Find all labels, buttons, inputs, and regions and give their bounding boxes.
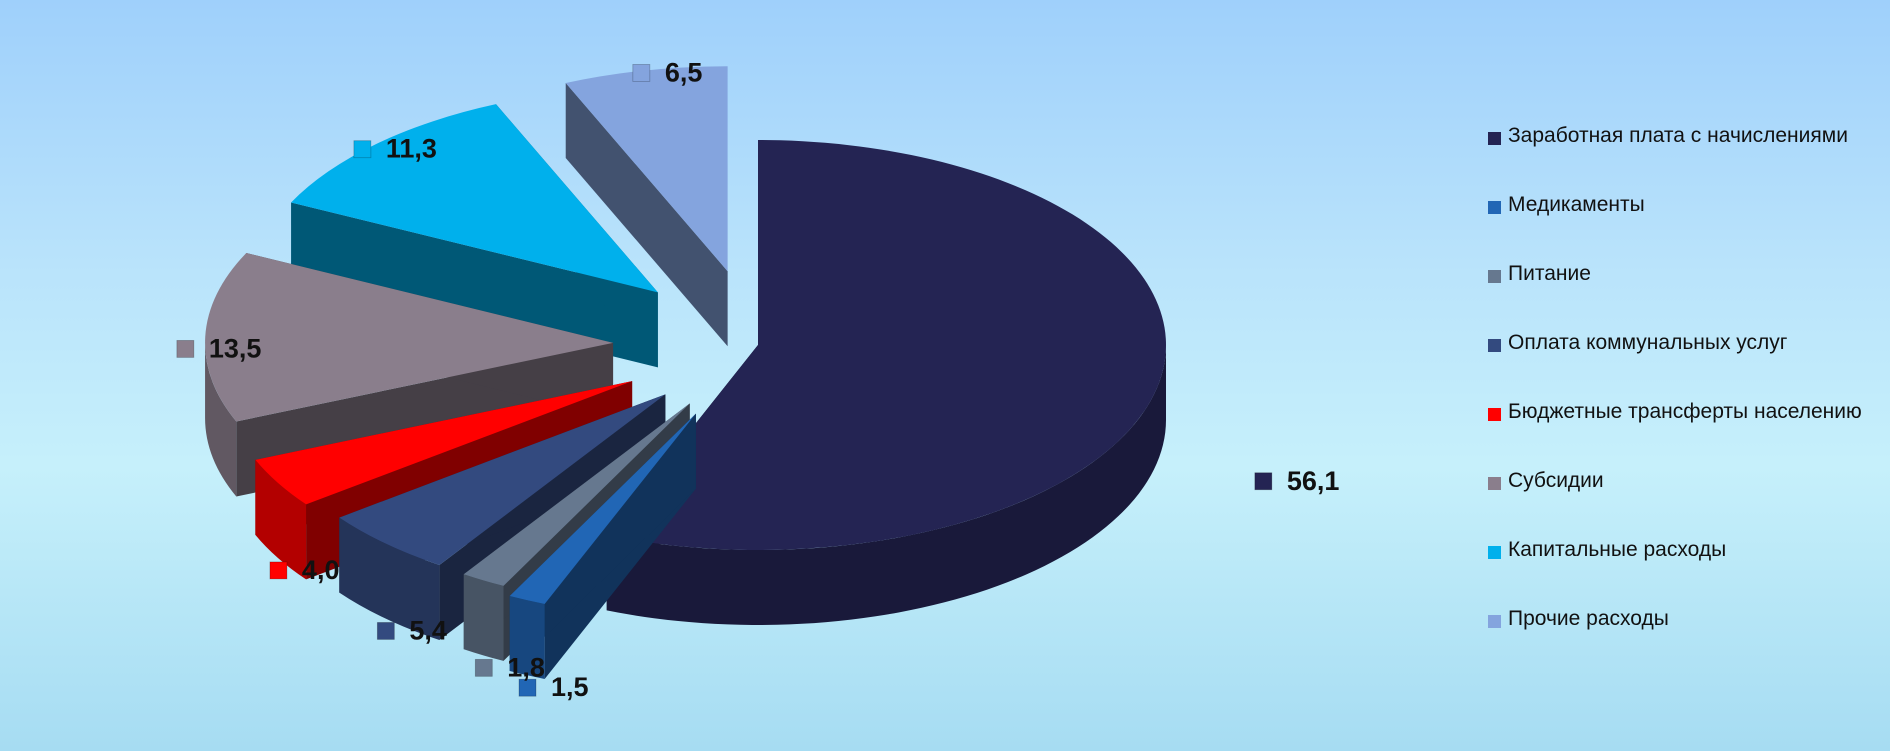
data-label-value: 1,8 xyxy=(507,652,545,682)
pie-slice xyxy=(509,413,696,680)
pie-slice xyxy=(291,104,658,368)
data-label: 6,5 xyxy=(632,57,703,87)
slice-side-wall xyxy=(255,381,633,535)
data-label-value: 4,0 xyxy=(302,555,340,585)
slice-outer-wall xyxy=(606,345,1166,625)
data-label: 5,4 xyxy=(376,615,447,645)
data-label-value: 13,5 xyxy=(209,333,262,363)
legend-label: Субсидии xyxy=(1508,469,1604,492)
legend-swatch xyxy=(1488,270,1501,283)
data-label-marker xyxy=(518,678,537,697)
slice-top xyxy=(255,381,633,505)
pie-slices-layer xyxy=(205,66,1167,680)
slice-side-wall xyxy=(565,83,728,347)
legend-swatch xyxy=(1488,546,1501,559)
legend-swatch xyxy=(1488,132,1501,145)
data-labels-layer: 56,1 1,51,8 5,4 4,0 13,5 11,3 6,5 xyxy=(176,57,1340,702)
data-label-value: 56,1 xyxy=(1287,466,1340,496)
legend-swatch xyxy=(1488,339,1501,352)
legend-item: Заработная плата с начислениями xyxy=(1488,124,1888,193)
data-label-marker xyxy=(269,561,288,580)
slice-top xyxy=(205,253,614,422)
slice-top xyxy=(509,413,696,605)
legend-swatch xyxy=(1488,615,1501,628)
data-label: 1,8 xyxy=(474,652,545,682)
data-label-marker xyxy=(474,658,493,677)
legend-swatch xyxy=(1488,477,1501,490)
slice-outer-wall xyxy=(463,574,504,661)
legend-label: Оплата коммунальных услуг xyxy=(1508,331,1788,354)
legend-label: Капитальные расходы xyxy=(1508,538,1727,561)
data-label-marker xyxy=(632,64,651,82)
legend-label: Медикаменты xyxy=(1508,193,1645,216)
data-label-value: 11,3 xyxy=(386,134,437,164)
slice-top xyxy=(606,140,1167,550)
data-label: 13,5 xyxy=(176,333,262,363)
legend-label: Заработная плата с начислениями xyxy=(1508,124,1848,147)
data-label-marker xyxy=(176,340,195,358)
legend: Заработная плата с начислениями Медикаме… xyxy=(1488,124,1888,676)
data-label-marker xyxy=(376,622,395,640)
legend-item: Бюджетные трансферты населению xyxy=(1488,400,1888,469)
legend-label: Бюджетные трансферты населению xyxy=(1508,400,1862,423)
pie-slice xyxy=(565,66,728,347)
slice-side-wall xyxy=(509,413,696,672)
legend-swatch xyxy=(1488,408,1501,421)
slice-top xyxy=(565,66,728,272)
slice-outer-wall xyxy=(339,517,440,641)
data-label-marker xyxy=(1254,472,1273,491)
slice-top xyxy=(291,104,658,293)
data-label: 4,0 xyxy=(269,555,340,585)
data-label-marker xyxy=(353,140,372,159)
legend-item: Питание xyxy=(1488,262,1888,331)
data-label: 56,1 xyxy=(1254,466,1340,496)
data-label-value: 5,4 xyxy=(409,615,447,645)
legend-item: Прочие расходы xyxy=(1488,607,1888,676)
slice-outer-wall xyxy=(205,342,237,497)
data-label-value: 6,5 xyxy=(665,57,703,87)
legend-label: Питание xyxy=(1508,262,1591,285)
slice-outer-wall xyxy=(509,596,545,680)
legend-item: Субсидии xyxy=(1488,469,1888,538)
slice-top xyxy=(463,403,690,586)
legend-item: Оплата коммунальных услуг xyxy=(1488,331,1888,400)
legend-item: Капитальные расходы xyxy=(1488,538,1888,607)
slice-side-wall xyxy=(291,202,658,368)
legend-label: Прочие расходы xyxy=(1508,607,1669,630)
slice-outer-wall xyxy=(255,459,307,580)
slice-top xyxy=(339,394,666,566)
data-label: 1,5 xyxy=(518,672,589,702)
data-label: 11,3 xyxy=(353,134,437,164)
legend-item: Медикаменты xyxy=(1488,193,1888,262)
legend-swatch xyxy=(1488,201,1501,214)
data-label-value: 1,5 xyxy=(551,672,589,702)
